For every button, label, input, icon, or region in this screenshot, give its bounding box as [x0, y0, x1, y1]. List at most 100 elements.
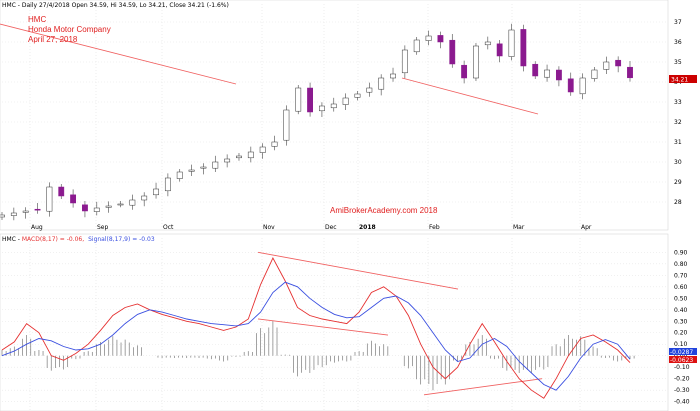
candle-body-up	[164, 177, 171, 192]
macd-y-tick-label: -0.20	[674, 376, 690, 383]
price-x-tick-label: Oct	[163, 224, 174, 231]
candle	[591, 67, 598, 82]
candle-body-up	[508, 29, 515, 57]
candle-body-down	[58, 186, 65, 197]
macd-y-tick-label: 0.40	[674, 307, 688, 314]
candle-body-down	[627, 66, 633, 79]
candle	[10, 207, 17, 221]
candle-body-up	[212, 161, 219, 169]
candle-body-up	[259, 146, 266, 153]
candle-body-up	[22, 210, 29, 213]
macd-y-tick-label: 0.30	[674, 318, 688, 325]
candle-body-up	[484, 41, 491, 46]
candle	[603, 56, 610, 74]
price-x-tick-label: Sep	[97, 224, 109, 231]
candle-body-up	[153, 188, 159, 196]
candle	[295, 85, 302, 115]
candle	[354, 91, 361, 101]
candle	[496, 40, 503, 63]
candle	[555, 66, 562, 87]
price-x-tick-label: Nov	[263, 224, 275, 231]
candle-body-up	[200, 166, 207, 169]
candle-body-up	[354, 93, 361, 98]
candle	[390, 67, 396, 82]
candle	[567, 72, 574, 96]
candle	[153, 182, 159, 199]
candle	[129, 194, 136, 210]
candle	[319, 102, 325, 117]
candle	[34, 203, 41, 214]
candle	[307, 82, 313, 117]
macd-header-signal: Signal(8,17,9) = -0.03	[88, 236, 155, 243]
price-y-tick-label: 30	[674, 159, 682, 166]
candle-body-up	[603, 61, 610, 70]
candle-body-up	[378, 77, 385, 90]
macd-y-tick-label: 0.20	[674, 330, 688, 337]
candle	[437, 31, 444, 49]
candle-body-up	[247, 151, 254, 159]
candle-body-up	[319, 105, 325, 112]
price-x-tick-label: Aug	[31, 224, 43, 231]
macd-header-macd: MACD(8,17) = -0.06,	[22, 236, 84, 243]
candle	[484, 36, 491, 50]
candle-body-up	[390, 73, 396, 79]
candle-body-up	[176, 171, 183, 179]
candle-body-up	[283, 109, 290, 141]
candle-body-down	[34, 208, 41, 211]
candle-body-up	[330, 103, 337, 109]
price-x-tick-label: Feb	[429, 224, 440, 231]
candle	[70, 189, 77, 208]
candle	[212, 155, 219, 172]
price-y-tick-label: 31	[674, 139, 682, 146]
price-trendline	[0, 23, 237, 85]
candle	[176, 169, 183, 182]
candle	[200, 163, 207, 175]
price-trendline	[401, 77, 539, 115]
candle-body-up	[579, 77, 586, 95]
candle	[627, 61, 633, 82]
candle-body-up	[401, 49, 408, 74]
candle	[105, 201, 112, 213]
candle	[461, 60, 468, 84]
candle	[401, 45, 408, 79]
candle-body-up	[366, 87, 373, 93]
candle	[188, 164, 195, 176]
macd-header-prefix: HMC -	[2, 236, 22, 243]
macd-y-tick-label: 0.50	[674, 295, 688, 302]
watermark: AmiBrokerAcademy.com 2018	[330, 206, 438, 215]
candle	[342, 93, 349, 110]
candle-body-down	[567, 78, 574, 93]
candle	[271, 135, 278, 151]
macd-y-axis: 0.900.800.700.600.500.400.300.200.100.00…	[674, 249, 690, 405]
candle	[378, 74, 385, 96]
macd-value-tags: -0.0287 -0.0623	[669, 348, 697, 364]
candle	[283, 105, 290, 146]
price-x-tick-label: Dec	[325, 224, 337, 231]
macd-panel: 0.900.800.700.600.500.400.300.200.100.00…	[0, 233, 697, 411]
candle	[413, 37, 420, 55]
price-y-tick-label: 32	[674, 119, 682, 126]
signal-line	[1, 281, 631, 391]
macd-header: HMC - MACD(8,17) = -0.06, Signal(8,17,9)…	[2, 236, 155, 243]
candle	[520, 24, 527, 72]
macd-trendline	[257, 318, 389, 336]
candle	[366, 82, 373, 97]
macd-y-tick-label: -0.10	[674, 364, 690, 371]
candle	[425, 30, 432, 46]
candle-body-up	[236, 155, 242, 159]
candle-body-up	[295, 87, 302, 112]
price-x-tick-label: 2018	[359, 224, 376, 231]
candlestick-series	[0, 23, 633, 221]
price-x-tick-label: Apr	[581, 224, 592, 231]
candle	[58, 184, 65, 199]
price-y-tick-label: 29	[674, 179, 682, 186]
candle-body-up	[473, 45, 479, 79]
macd-y-tick-label: 0.60	[674, 284, 688, 291]
price-header: HMC - Daily 27/4/2018 Open 34.59, Hi 34.…	[2, 2, 229, 9]
last-price-tag: 34.21	[669, 75, 697, 84]
ticker-title: HMC	[28, 15, 46, 24]
candle	[93, 201, 100, 216]
candle-body-down	[532, 63, 539, 77]
macd-trendline	[257, 251, 459, 290]
price-x-axis: Aug Sep Oct Nov Dec 2018 Feb Mar Apr	[31, 224, 592, 231]
